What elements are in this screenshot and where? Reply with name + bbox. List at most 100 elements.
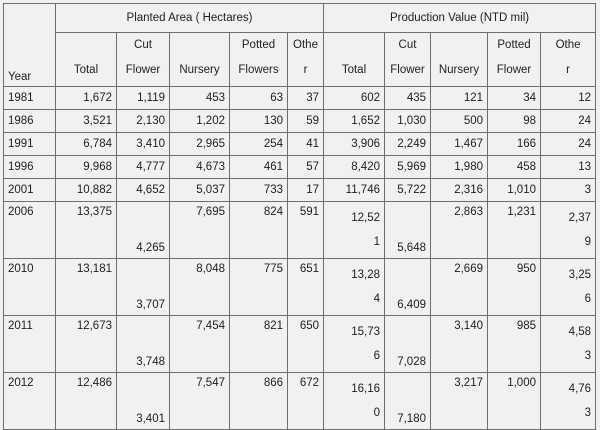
pa-cut-cell: 4,265	[116, 201, 170, 259]
pv-cut-cell: 7,028	[384, 315, 431, 373]
pa-total-cell: 6,784	[55, 132, 117, 156]
year-cell: 2010	[3, 258, 56, 316]
pa-other-cell: 672	[287, 372, 324, 430]
year-cell: 1981	[3, 86, 56, 110]
pv-total-cell: 12,52 1	[323, 201, 385, 259]
pa-nursery-cell: 2,965	[169, 132, 230, 156]
pv-cut-cell: 1,030	[384, 109, 431, 133]
pv-other-header: Othe r	[539, 32, 597, 87]
pv-nursery-cell: 2,863	[430, 201, 488, 259]
pa-other-cell: 651	[287, 258, 324, 316]
year-cell: 2006	[3, 201, 56, 259]
pa-cut-cell: 3,410	[116, 132, 170, 156]
pa-other-cell: 57	[287, 155, 324, 179]
pa-other-header: Othe r	[287, 32, 324, 87]
pv-cut-cell: 5,648	[384, 201, 431, 259]
year-cell: 2001	[3, 178, 56, 202]
pv-other-cell: 12	[539, 86, 597, 110]
pv-nursery-cell: 1,467	[430, 132, 488, 156]
pa-nursery-header: Nursery	[169, 32, 230, 87]
pa-nursery-cell: 8,048	[169, 258, 230, 316]
pa-potted-cell: 775	[229, 258, 288, 316]
pv-cut-cell: 5,722	[384, 178, 431, 202]
pa-other-cell: 17	[287, 178, 324, 202]
pa-nursery-cell: 5,037	[169, 178, 230, 202]
pv-nursery-cell: 2,669	[430, 258, 488, 316]
pv-potted-cell: 1,000	[487, 372, 541, 430]
pa-nursery-cell: 453	[169, 86, 230, 110]
year-cell: 1996	[3, 155, 56, 179]
pv-total-cell: 602	[323, 86, 385, 110]
pa-other-cell: 59	[287, 109, 324, 133]
table-row: 1986 3,521 2,130 1,202 130 59 1,652 1,03…	[3, 109, 597, 133]
pv-total-cell: 16,16 0	[323, 372, 385, 430]
pa-cut-cell: 3,748	[116, 315, 170, 373]
year-header: Year	[3, 3, 56, 87]
pa-other-cell: 591	[287, 201, 324, 259]
pa-total-cell: 3,521	[55, 109, 117, 133]
pv-potted-cell: 1,010	[487, 178, 541, 202]
pv-other-cell: 4,58 3	[539, 315, 597, 373]
year-cell: 1986	[3, 109, 56, 133]
pv-potted-flower-header: Potted Flower	[487, 32, 541, 87]
pa-other-cell: 37	[287, 86, 324, 110]
pv-other-cell: 13	[539, 155, 597, 179]
table-row: 2012 12,486 3,401 7,547 866 672 16,16 0 7…	[3, 372, 597, 430]
pv-potted-cell: 98	[487, 109, 541, 133]
pv-total-header: Total	[323, 32, 385, 87]
pv-nursery-cell: 3,140	[430, 315, 488, 373]
pa-nursery-cell: 7,547	[169, 372, 230, 430]
pv-potted-cell: 950	[487, 258, 541, 316]
pa-nursery-cell: 1,202	[169, 109, 230, 133]
pv-total-cell: 1,652	[323, 109, 385, 133]
pa-cut-cell: 3,401	[116, 372, 170, 430]
pv-nursery-cell: 121	[430, 86, 488, 110]
pv-other-cell: 2,37 9	[539, 201, 597, 259]
pv-cut-cell: 6,409	[384, 258, 431, 316]
year-cell: 1991	[3, 132, 56, 156]
table-row: 2001 10,882 4,652 5,037 733 17 11,746 5,…	[3, 178, 597, 202]
pv-potted-cell: 458	[487, 155, 541, 179]
pv-other-cell: 4,76 3	[539, 372, 597, 430]
pa-total-cell: 13,181	[55, 258, 117, 316]
pv-potted-cell: 166	[487, 132, 541, 156]
pa-potted-cell: 866	[229, 372, 288, 430]
pa-potted-cell: 130	[229, 109, 288, 133]
pv-cut-cell: 5,969	[384, 155, 431, 179]
pa-total-cell: 10,882	[55, 178, 117, 202]
pa-cut-cell: 4,777	[116, 155, 170, 179]
pv-total-cell: 3,906	[323, 132, 385, 156]
pa-total-header: Total	[55, 32, 117, 87]
pv-potted-cell: 34	[487, 86, 541, 110]
pv-nursery-header: Nursery	[430, 32, 488, 87]
pa-potted-cell: 733	[229, 178, 288, 202]
pa-total-cell: 12,673	[55, 315, 117, 373]
flower-statistics-table-wrapper: Year Planted Area ( Hectares) Production…	[3, 3, 597, 430]
pv-other-cell: 3	[539, 178, 597, 202]
pa-nursery-cell: 7,454	[169, 315, 230, 373]
planted-area-group-header: Planted Area ( Hectares)	[55, 3, 324, 33]
pv-other-cell: 24	[539, 109, 597, 133]
pv-total-cell: 8,420	[323, 155, 385, 179]
pa-nursery-cell: 4,673	[169, 155, 230, 179]
pa-other-cell: 41	[287, 132, 324, 156]
pa-cut-cell: 3,707	[116, 258, 170, 316]
pa-potted-cell: 824	[229, 201, 288, 259]
pa-potted-cell: 821	[229, 315, 288, 373]
pv-total-cell: 15,73 6	[323, 315, 385, 373]
pa-total-cell: 12,486	[55, 372, 117, 430]
pa-potted-flowers-header: Potted Flowers	[229, 32, 288, 87]
pv-cut-cell: 2,249	[384, 132, 431, 156]
pv-nursery-cell: 3,217	[430, 372, 488, 430]
pa-cut-flower-header: Cut Flower	[116, 32, 170, 87]
pv-other-cell: 24	[539, 132, 597, 156]
pa-cut-cell: 4,652	[116, 178, 170, 202]
pa-potted-cell: 63	[229, 86, 288, 110]
pa-total-cell: 13,375	[55, 201, 117, 259]
year-cell: 2012	[3, 372, 56, 430]
pv-nursery-cell: 500	[430, 109, 488, 133]
year-cell: 2011	[3, 315, 56, 373]
pv-potted-cell: 1,231	[487, 201, 541, 259]
pv-nursery-cell: 2,316	[430, 178, 488, 202]
pa-potted-cell: 254	[229, 132, 288, 156]
